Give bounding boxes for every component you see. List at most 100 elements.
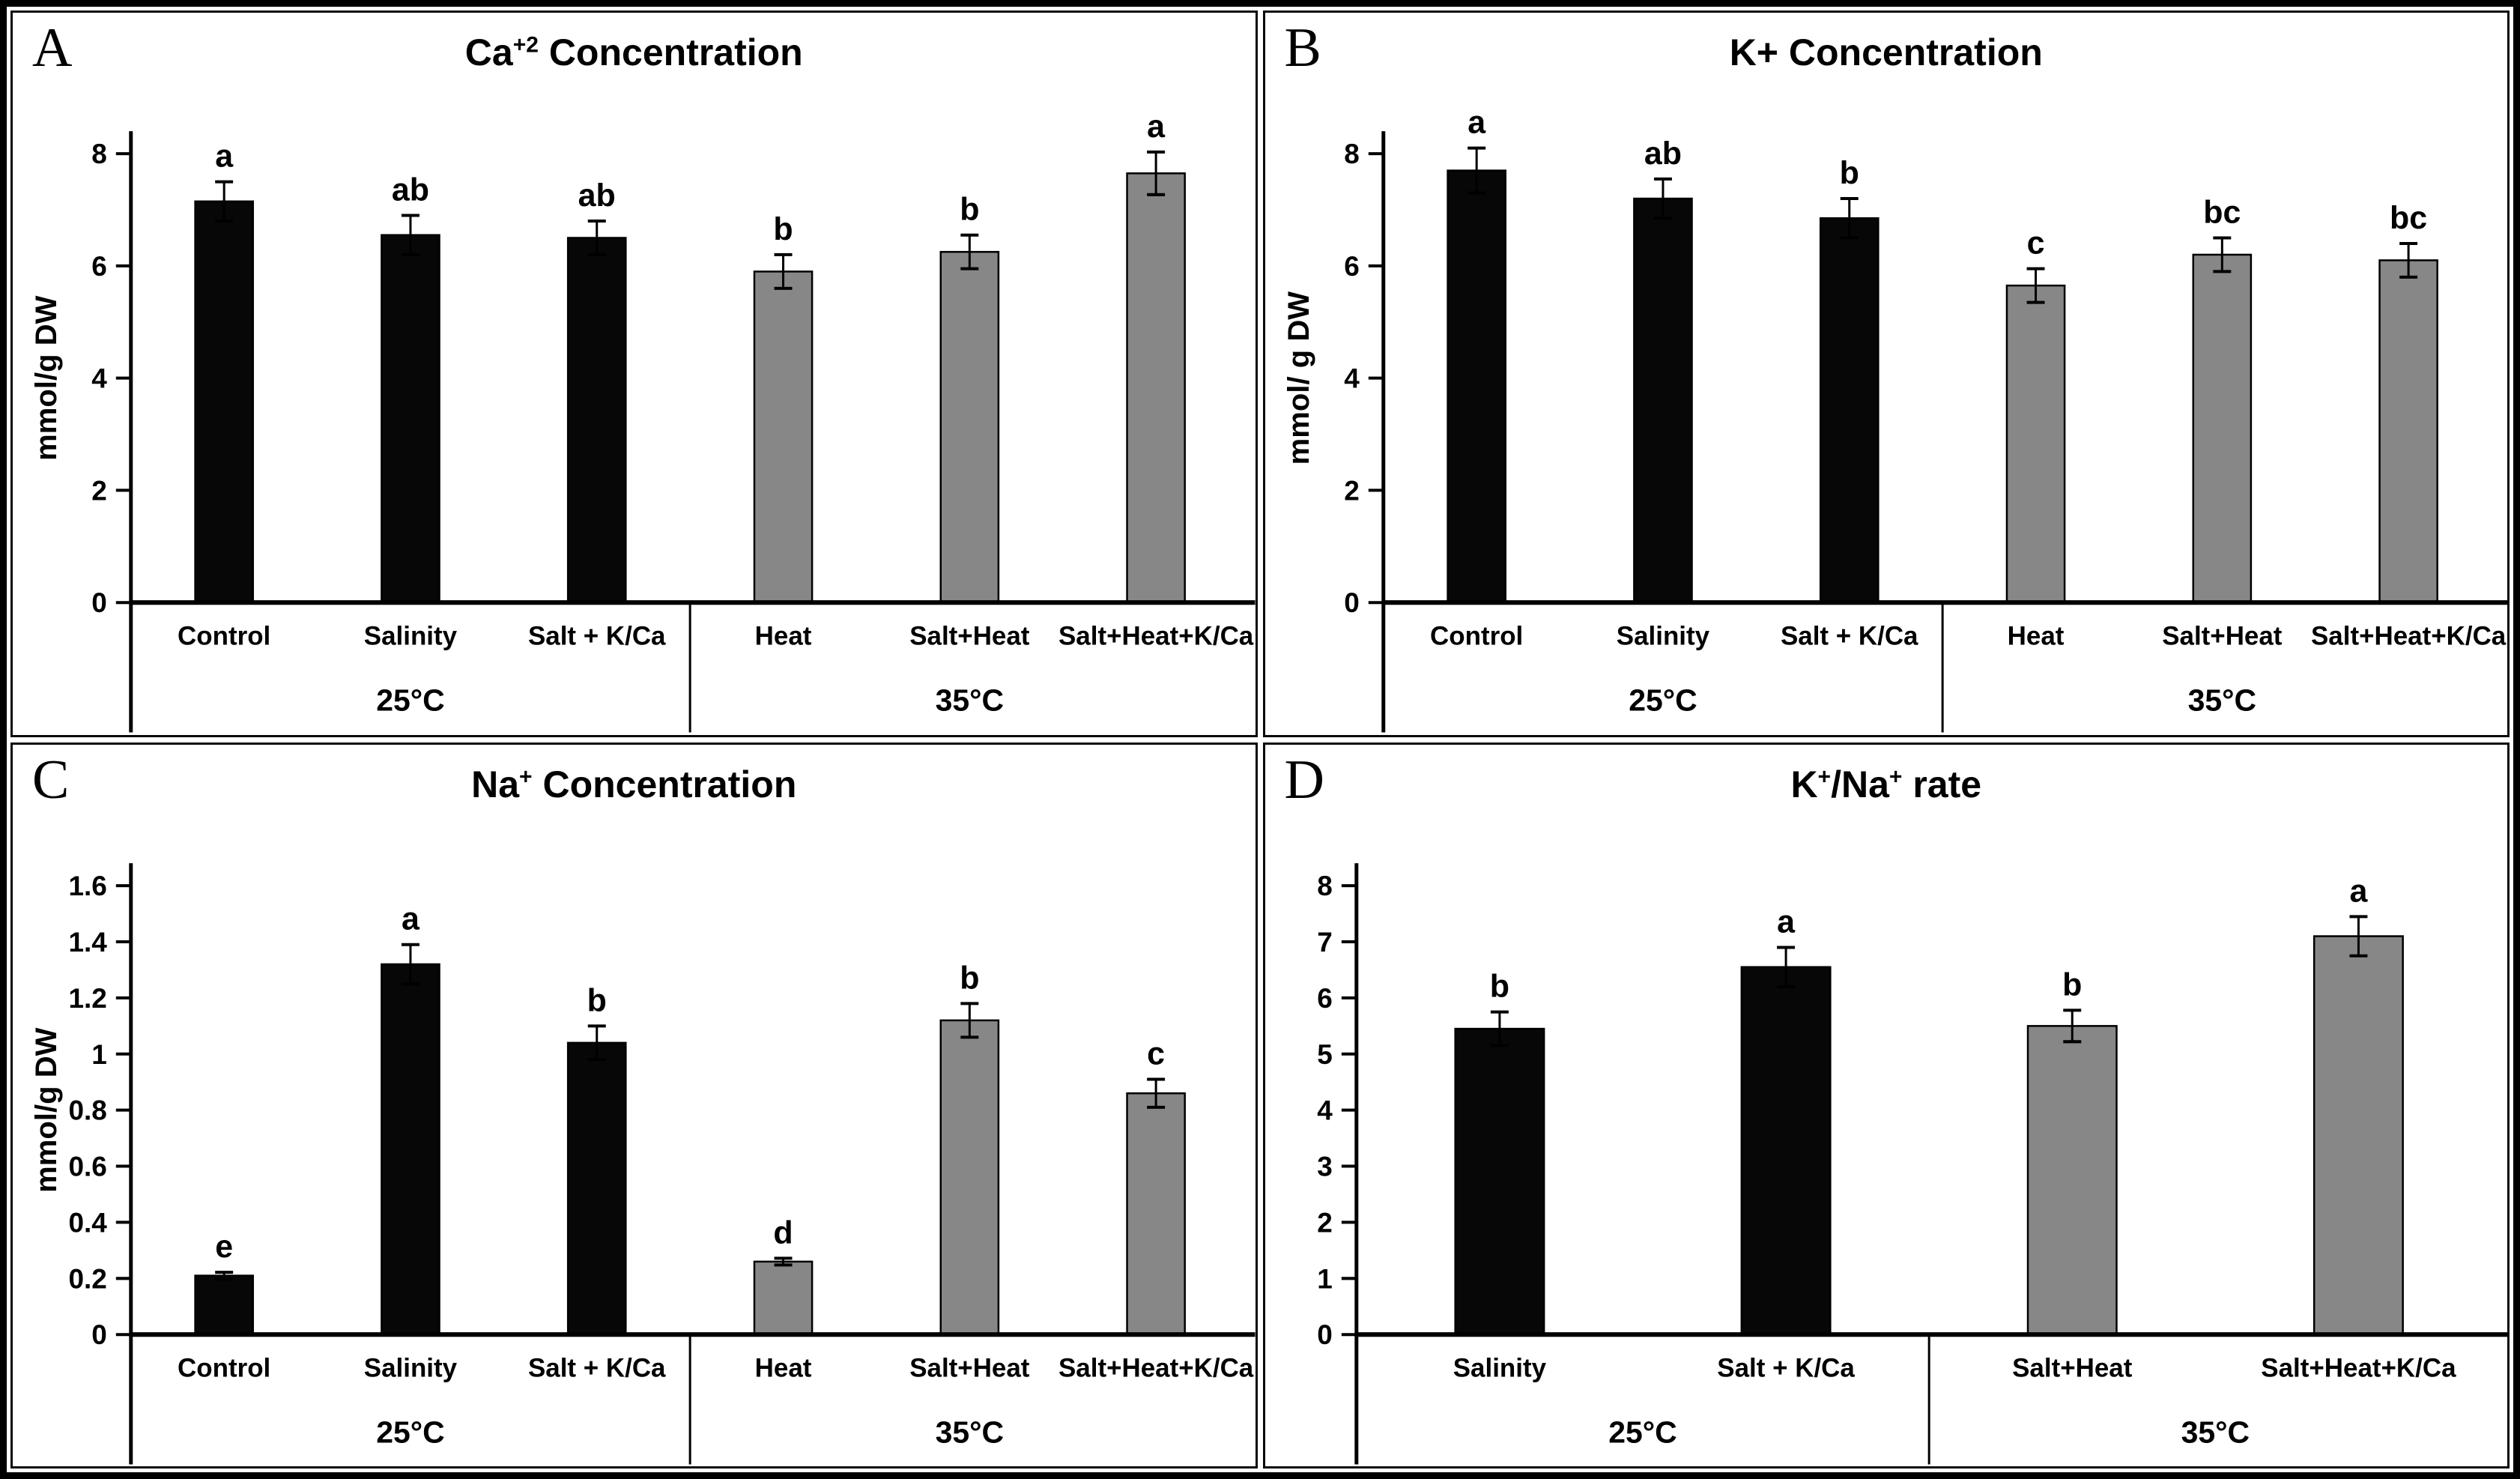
significance-letter: a	[1777, 904, 1796, 940]
category-label: Heat	[2007, 621, 2064, 650]
title-text: Na	[471, 763, 520, 805]
title-superscript: +	[1817, 763, 1832, 789]
bar	[2026, 1024, 2118, 1335]
y-tick-label: 0	[1344, 587, 1360, 618]
category-label: Salt+Heat	[909, 621, 1030, 650]
group-label: 35°C	[2187, 683, 2256, 717]
significance-letter: b	[1489, 968, 1509, 1004]
group-label: 25°C	[376, 1415, 444, 1449]
y-tick-label: 4	[1317, 1095, 1333, 1125]
chart-title: K+/Na+ rate	[1265, 745, 2508, 805]
bar-chart-svg: 0 1 2 3 4 5 6 7 8 25°C 35°C b Salinity a Salt + K/Ca b S…	[1317, 862, 2507, 1464]
category-label: Control	[1430, 621, 1523, 650]
bar	[381, 234, 440, 604]
title-superscript: +	[519, 763, 533, 789]
y-tick-label: 6	[1344, 251, 1360, 282]
significance-letter: a	[215, 138, 234, 174]
y-tick-label: 0.4	[68, 1207, 107, 1238]
significance-letter: ab	[392, 172, 429, 208]
panel-letter: D	[1284, 748, 1324, 811]
y-tick-label: 5	[1317, 1038, 1333, 1069]
panel-header: A Ca+2 Concentration	[13, 13, 1256, 91]
group-label: 35°C	[936, 683, 1004, 717]
y-tick-label: 3	[1317, 1151, 1333, 1182]
y-tick-label: 0.6	[68, 1151, 106, 1182]
bar	[1453, 1027, 1545, 1335]
significance-letter: d	[773, 1215, 793, 1250]
title-text: Concentration	[538, 31, 803, 73]
significance-letter: a	[1468, 105, 1486, 141]
y-tick-label: 1.6	[68, 871, 106, 901]
significance-letter: ab	[578, 178, 616, 214]
category-label: Heat	[755, 621, 812, 650]
y-tick-label: 0	[91, 1319, 107, 1350]
title-text: K	[1790, 763, 1818, 805]
y-tick-label: 2	[1317, 1207, 1333, 1238]
bar	[1126, 172, 1186, 604]
y-tick-label: 0	[91, 587, 107, 618]
bar	[939, 1019, 1000, 1335]
bar	[1446, 169, 1506, 604]
y-tick-label: 1	[91, 1038, 107, 1069]
y-tick-label: 0.2	[68, 1263, 106, 1294]
category-label: Salt + K/Ca	[1780, 621, 1918, 650]
panel-ca-concentration: A Ca+2 Concentration 0 2 4 6 8 mmol/g DW 25°C 3…	[10, 10, 1258, 737]
title-text: rate	[1902, 763, 1982, 805]
chart-title: Na+ Concentration	[13, 745, 1256, 805]
category-label: Heat	[755, 1353, 812, 1382]
y-tick-label: 7	[1317, 926, 1333, 957]
category-label: Salinity	[1453, 1353, 1546, 1382]
panel-header: C Na+ Concentration	[13, 745, 1256, 823]
bar	[753, 270, 814, 604]
significance-letter: a	[1147, 109, 1166, 145]
category-label: Salt+Heat	[2012, 1353, 2133, 1382]
bar	[1819, 217, 1880, 604]
category-label: Salinity	[364, 621, 458, 650]
bar	[1126, 1092, 1186, 1335]
significance-letter: a	[2349, 873, 2368, 909]
title-superscript: +	[1889, 763, 1903, 789]
significance-letter: b	[2062, 967, 2082, 1002]
category-label: Salt + K/Ca	[528, 621, 666, 650]
y-tick-label: 2	[1344, 475, 1360, 506]
panel-letter: B	[1284, 17, 1321, 79]
category-label: Salt + K/Ca	[528, 1353, 666, 1382]
significance-letter: e	[215, 1228, 233, 1264]
title-text: K+ Concentration	[1729, 31, 2043, 73]
y-axis-title: mmol/ g DW	[1282, 291, 1315, 465]
significance-letter: c	[2026, 226, 2044, 261]
chart-title: Ca+2 Concentration	[13, 13, 1256, 73]
bar	[381, 963, 440, 1335]
panel-k-concentration: B K+ Concentration 0 2 4 6 8 mmol/ g DW 25°C 35…	[1262, 10, 2510, 737]
group-label: 25°C	[1608, 1415, 1677, 1449]
y-tick-label: 2	[91, 475, 107, 506]
chart-title: K+ Concentration	[1265, 13, 2508, 73]
bar	[1740, 965, 1832, 1335]
category-label: Salt+Heat+K/Ca	[2261, 1353, 2456, 1382]
panel-letter: A	[32, 17, 73, 79]
significance-letter: b	[1839, 155, 1859, 191]
title-text: Ca	[464, 31, 513, 73]
bar	[2005, 284, 2065, 604]
category-label: Control	[178, 1353, 270, 1382]
title-superscript: +2	[512, 32, 539, 58]
significance-letter: ab	[1644, 136, 1681, 172]
category-label: Salt+Heat	[909, 1353, 1030, 1382]
category-label: Salt+Heat+K/Ca	[1058, 621, 1254, 650]
y-tick-label: 6	[1317, 982, 1333, 1013]
bar	[566, 237, 627, 604]
panel-na-concentration: C Na+ Concentration 0 0.2 0.4 0.6 0.8 1 1.2 1.4…	[10, 742, 1258, 1469]
y-tick-label: 1.4	[68, 926, 107, 957]
y-axis-title: mmol/g DW	[30, 295, 63, 461]
significance-letter: b	[960, 192, 979, 228]
bar	[194, 1274, 254, 1335]
category-label: Salt+Heat+K/Ca	[1058, 1353, 1254, 1382]
bar	[2312, 934, 2404, 1335]
significance-letter: b	[960, 960, 979, 996]
bar-chart-svg: 0 2 4 6 8 mmol/ g DW 25°C 35°C a Control ab Salinit…	[1282, 105, 2507, 733]
significance-letter: a	[402, 901, 420, 937]
y-axis-title: mmol/g DW	[30, 1027, 63, 1193]
y-tick-label: 8	[91, 139, 107, 169]
significance-letter: c	[1147, 1035, 1165, 1071]
